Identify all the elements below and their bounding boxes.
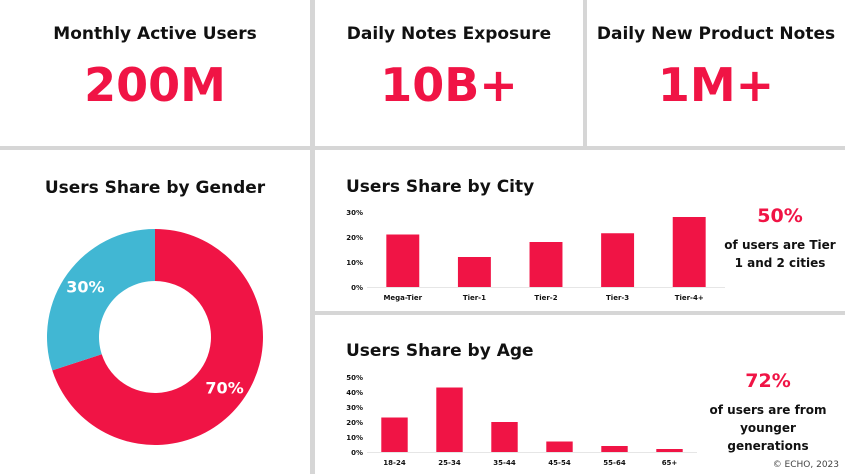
stat-panel-mau: Monthly Active Users 200M (0, 0, 310, 146)
y-tick-label: 10% (346, 259, 363, 267)
donut-slice-label: 30% (66, 277, 104, 296)
city-panel: Users Share by City 0% 10% 20% 30% Mega-Tier… (315, 150, 845, 311)
x-tick-label: Tier-3 (606, 294, 629, 302)
x-tick-label: 18-24 (383, 459, 406, 467)
x-tick-label: 35-44 (493, 459, 516, 467)
city-title: Users Share by City (346, 177, 535, 197)
gender-donut-chart: 70% 30% (46, 229, 264, 445)
gender-title: Users Share by Gender (44, 178, 266, 198)
donut-slice (52, 229, 264, 445)
bar (457, 257, 491, 287)
bar (601, 446, 628, 452)
bar (601, 233, 635, 287)
stat-panel-exposure: Daily Notes Exposure 10B+ (315, 0, 583, 146)
gender-panel: Users Share by Gender 70% 30% (0, 150, 310, 474)
y-tick-label: 0% (351, 284, 363, 292)
x-tick-label: 25-34 (438, 459, 461, 467)
bar (529, 242, 563, 287)
bar (436, 387, 463, 452)
age-highlight-value: 72% (745, 370, 791, 392)
x-tick-label: Tier-4+ (675, 294, 704, 302)
y-tick-label: 10% (346, 434, 363, 442)
stat-panel-product-notes: Daily New Product Notes 1M+ (587, 0, 845, 146)
bar (672, 217, 706, 287)
bar (491, 422, 518, 452)
age-highlight-text: of users are from younger generations (709, 403, 827, 453)
x-tick-label: Tier-2 (534, 294, 557, 302)
city-bar-chart: 0% 10% 20% 30% Mega-Tier Tier-1 Tier-2 Tier-3 Ti… (346, 209, 725, 302)
bar (386, 234, 420, 287)
age-bar-chart: 0% 10% 20% 30% 40% 50% 18-24 25-34 35-44 45-54 55-… (346, 374, 697, 467)
stat-title: Monthly Active Users (53, 24, 257, 44)
x-tick-label: 45-54 (548, 459, 571, 467)
x-tick-label: 55-64 (603, 459, 626, 467)
x-tick-label: 65+ (662, 459, 678, 467)
y-tick-label: 50% (346, 374, 363, 382)
stat-title: Daily New Product Notes (596, 24, 836, 44)
city-highlight-value: 50% (757, 205, 803, 227)
y-tick-label: 30% (346, 209, 363, 217)
stat-value: 10B+ (380, 58, 518, 112)
y-tick-label: 20% (346, 419, 363, 427)
age-panel: Users Share by Age 0% 10% 20% 30% 40% 50% 18-2… (315, 315, 845, 474)
bar (656, 449, 683, 452)
x-tick-label: Tier-1 (463, 294, 486, 302)
donut-slice (46, 229, 155, 371)
stat-value: 200M (84, 58, 226, 112)
y-tick-label: 30% (346, 404, 363, 412)
x-tick-label: Mega-Tier (383, 294, 422, 302)
stat-value: 1M+ (657, 58, 775, 112)
donut-slice-label: 70% (205, 379, 243, 398)
copyright: © ECHO, 2023 (772, 460, 839, 470)
bar (381, 417, 408, 452)
y-tick-label: 40% (346, 389, 363, 397)
y-tick-label: 20% (346, 234, 363, 242)
city-highlight-text: of users are Tier 1 and 2 cities (724, 238, 836, 270)
age-title: Users Share by Age (346, 341, 534, 361)
stat-title: Daily Notes Exposure (346, 24, 552, 44)
bar (546, 441, 573, 452)
y-tick-label: 0% (351, 449, 363, 457)
